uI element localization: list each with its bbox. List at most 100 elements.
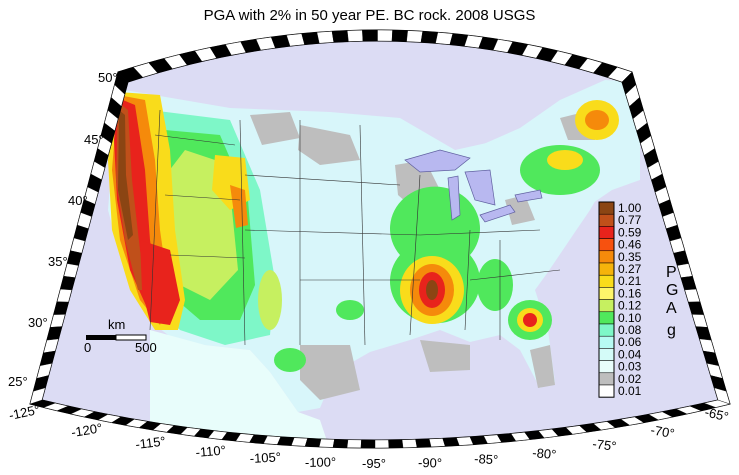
scale-bar-segment — [115, 334, 147, 341]
scale-unit: km — [108, 317, 125, 332]
legend-swatch — [598, 360, 615, 374]
low-hazard-zone — [250, 112, 300, 145]
lon-label: -95° — [362, 456, 386, 471]
legend-swatch — [598, 311, 615, 325]
hazard-zone-northeast — [547, 150, 583, 170]
lon-label: -125° — [8, 402, 42, 423]
frame-tick — [301, 32, 320, 45]
lon-label: -80° — [532, 445, 557, 462]
low-hazard-zone — [505, 195, 535, 225]
hazard-zone-charleston — [523, 313, 537, 327]
frame-tick — [291, 437, 308, 447]
lon-label: -85° — [474, 451, 499, 467]
map-frame-checkers — [29, 29, 731, 449]
lat-label: 45° — [84, 132, 104, 147]
frame-tick — [347, 29, 364, 42]
frame-tick — [360, 439, 376, 449]
legend-axis-letter: G — [666, 282, 678, 299]
legend-swatch — [598, 274, 615, 288]
legend-label: 0.77 — [618, 213, 642, 227]
lat-label: 40° — [68, 193, 88, 208]
longitude-labels: -125° -120° -115° -110° -105° -100° -95°… — [8, 402, 731, 471]
legend-label: 0.59 — [618, 225, 642, 239]
lon-label: -70° — [649, 422, 675, 441]
hazard-zone-southern-california — [140, 240, 180, 325]
hazard-zone-west-coast — [118, 110, 133, 240]
frame-tick — [406, 30, 424, 43]
hazard-zone-st-lawrence — [585, 110, 609, 130]
lon-label: -75° — [592, 436, 618, 454]
legend-label: 0.21 — [618, 274, 642, 288]
legend-label: 0.10 — [618, 311, 642, 325]
legend-label: 0.04 — [618, 347, 642, 361]
hazard-zone-west-texas — [274, 348, 306, 372]
low-hazard-zone — [298, 125, 360, 165]
frame-tick — [286, 33, 305, 47]
legend-axis-letter: P — [666, 264, 677, 281]
frame-tick — [401, 439, 418, 448]
lon-label: -110° — [195, 442, 226, 460]
mexico-land — [150, 330, 330, 440]
legend-swatch — [598, 287, 615, 300]
lat-label: 35° — [48, 254, 68, 269]
latitude-labels: 50° 45° 40° 35° 30° 25° — [8, 70, 118, 389]
hazard-zone-new-madrid — [426, 280, 438, 300]
lon-label: -105° — [249, 449, 281, 466]
lake-michigan — [447, 175, 461, 221]
lake-erie — [479, 204, 516, 223]
legend-unit: g — [667, 322, 676, 339]
map-title: PGA with 2% in 50 year PE. BC rock. 2008… — [203, 7, 536, 24]
legend-label: 1.00 — [618, 201, 642, 215]
frame-tick — [428, 438, 446, 448]
hazard-zone-east-tennessee — [477, 259, 513, 311]
legend-swatch — [598, 323, 615, 337]
lake-superior — [404, 149, 471, 173]
legend-axis-letter: A — [666, 300, 677, 317]
legend-label: 0.01 — [618, 384, 642, 398]
hazard-zone-oklahoma — [336, 300, 364, 320]
legend-label: 0.27 — [618, 262, 642, 276]
frame-tick — [331, 30, 349, 43]
frame-tick — [374, 439, 390, 449]
pga-legend: 1.000.770.590.460.350.270.210.160.120.10… — [598, 201, 642, 398]
legend-swatch — [598, 262, 615, 276]
legend-swatch — [598, 201, 615, 215]
frame-tick — [377, 29, 393, 42]
frame-tick — [318, 438, 335, 448]
legend-border — [598, 201, 615, 398]
legend-swatch — [598, 238, 615, 252]
frame-tick — [316, 31, 335, 44]
lat-label: 50° — [98, 70, 118, 85]
scale-start: 0 — [84, 340, 91, 355]
lat-label: 25° — [8, 374, 28, 389]
legend-label: 0.16 — [618, 286, 642, 300]
frame-tick — [420, 31, 439, 44]
lake-huron — [464, 169, 496, 206]
legend-swatch — [598, 384, 615, 398]
legend-swatch — [598, 372, 615, 386]
legend-swatch — [598, 213, 615, 227]
low-hazard-zone — [420, 340, 470, 372]
frame-tick — [714, 387, 731, 405]
legend-label: 0.02 — [618, 372, 642, 386]
hazard-zone-wasatch — [230, 185, 248, 228]
legend-label: 0.03 — [618, 360, 642, 374]
legend-swatch — [598, 348, 615, 361]
low-hazard-zone — [530, 345, 555, 388]
legend-label: 0.12 — [618, 299, 642, 313]
low-hazard-zone — [300, 345, 360, 400]
frame-tick — [304, 438, 322, 448]
legend-label: 0.06 — [618, 335, 642, 349]
legend-swatch — [598, 335, 615, 349]
frame-tick — [332, 439, 349, 448]
scale-bar: km 0 500 — [84, 317, 157, 355]
legend-label: 0.35 — [618, 250, 642, 264]
scale-bar-segment — [86, 335, 116, 340]
lat-label: 30° — [28, 315, 48, 330]
legend-label: 0.08 — [618, 323, 642, 337]
lake-ontario — [514, 189, 543, 203]
lon-label: -120° — [70, 420, 103, 440]
frame-tick — [415, 438, 432, 448]
legend-label: 0.46 — [618, 238, 642, 252]
